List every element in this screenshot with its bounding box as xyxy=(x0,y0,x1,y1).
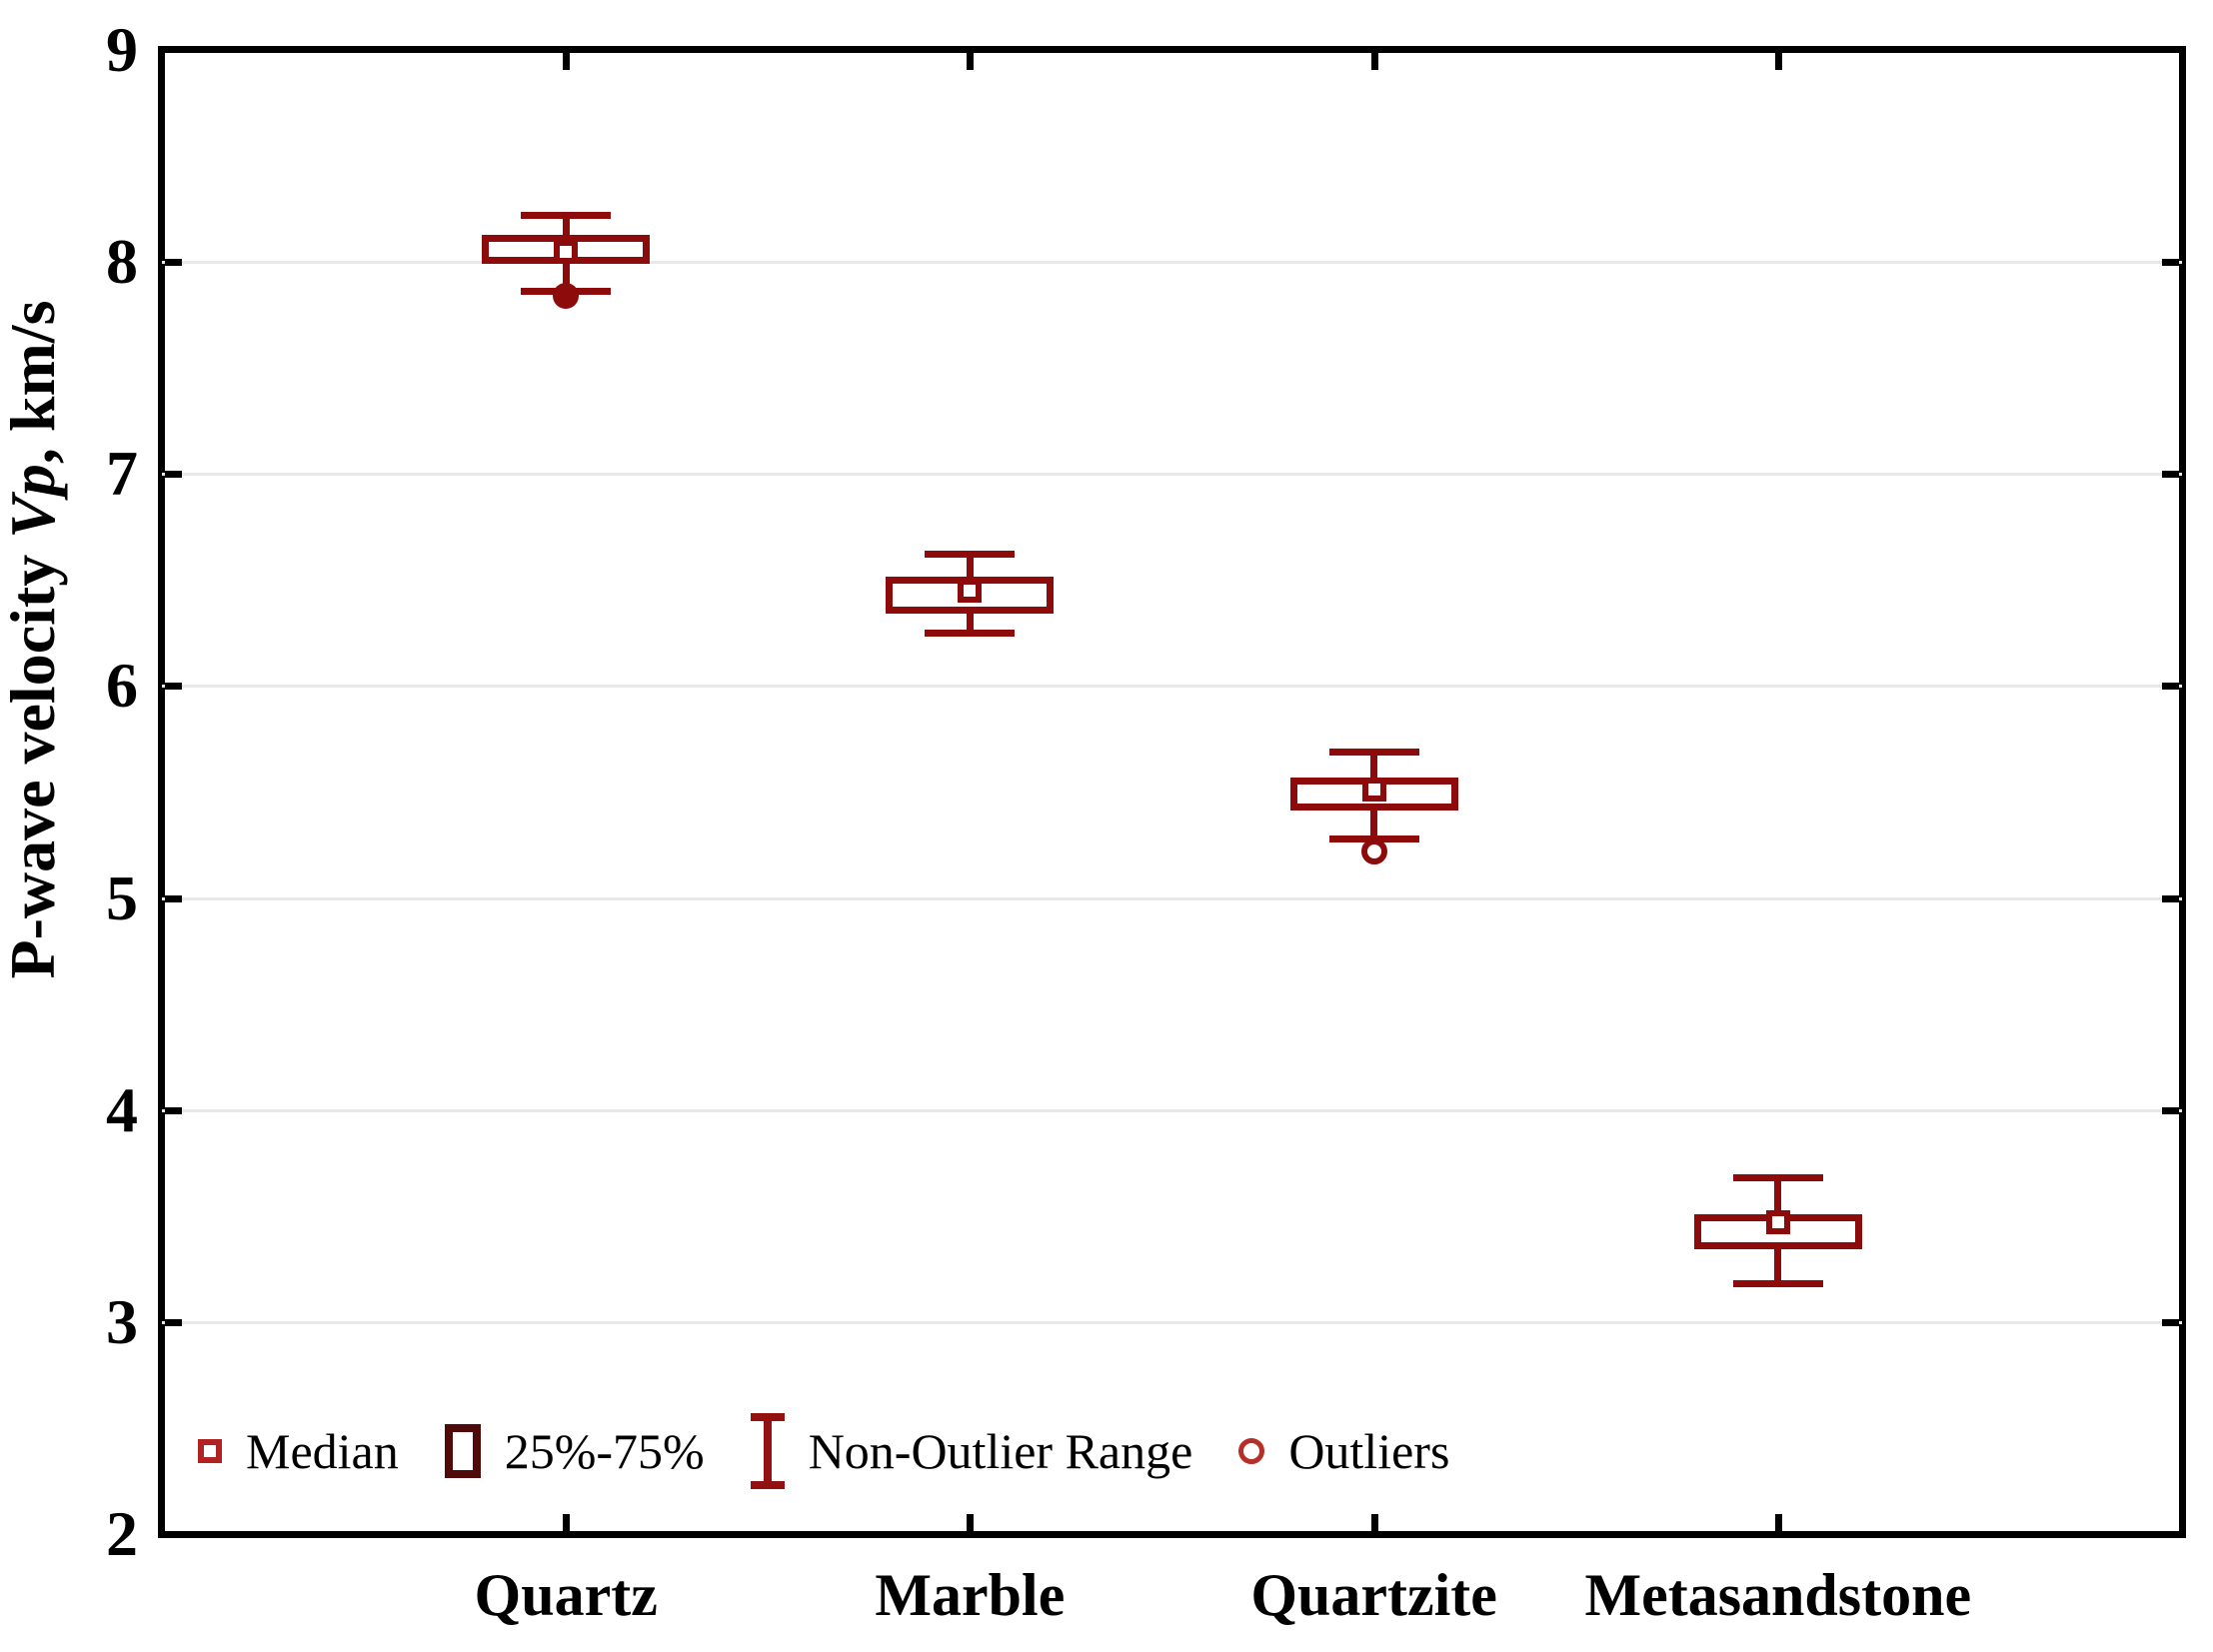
y-tick-left-7 xyxy=(165,471,182,479)
box-25-75-icon xyxy=(444,1424,481,1478)
y-tick-right-8 xyxy=(2162,259,2179,267)
legend-item-median: Median xyxy=(198,1421,399,1481)
whisker-cap-high-quartzite xyxy=(1328,748,1419,756)
x-tick-bottom-metasandstone xyxy=(1774,1514,1782,1531)
median-marker-marble xyxy=(958,578,983,603)
whisker-bottom-quartz xyxy=(562,260,570,292)
outlier-circle-icon xyxy=(1238,1438,1265,1464)
outlier-open-quartzite xyxy=(1360,837,1387,864)
legend-label-median: Median xyxy=(246,1423,399,1479)
y-tick-right-4 xyxy=(2162,1106,2179,1114)
x-tick-bottom-quartz xyxy=(563,1514,571,1531)
x-tick-top-marble xyxy=(967,53,975,70)
y-axis-title: P-wave velocity Vp, km/s xyxy=(0,175,68,1104)
legend: Median 25%-75% Non-Outlier Range Outliers xyxy=(198,1407,1449,1495)
x-tick-top-quartz xyxy=(563,53,571,70)
median-marker-quartz xyxy=(554,239,579,264)
y-tick-label-7: 7 xyxy=(106,438,138,510)
gridline-3 xyxy=(162,1320,2182,1324)
y-tick-label-6: 6 xyxy=(106,650,138,722)
legend-label-25-75-: 25%-75% xyxy=(504,1423,705,1479)
y-tick-label-3: 3 xyxy=(106,1285,138,1357)
gridline-7 xyxy=(162,473,2182,477)
y-tick-right-3 xyxy=(2162,1318,2179,1326)
whisker-cap-high-quartz xyxy=(521,211,612,219)
outlier-filled-quartz xyxy=(553,283,580,310)
whisker-cap-high-marble xyxy=(925,551,1016,559)
median-marker-quartzite xyxy=(1361,778,1386,803)
whisker-bottom-quartzite xyxy=(1370,807,1378,839)
legend-item-non-outlier-range: Non-Outlier Range xyxy=(750,1413,1193,1489)
x-tick-top-metasandstone xyxy=(1774,53,1782,70)
y-tick-label-8: 8 xyxy=(106,226,138,298)
x-tick-bottom-quartzite xyxy=(1370,1514,1378,1531)
whisker-top-quartzite xyxy=(1370,752,1378,782)
whisker-bottom-marble xyxy=(966,610,974,634)
x-tick-top-quartzite xyxy=(1370,53,1378,70)
x-label-marble: Marble xyxy=(875,1562,1066,1628)
y-tick-right-7 xyxy=(2162,471,2179,479)
x-label-metasandstone: Metasandstone xyxy=(1584,1562,1972,1628)
y-tick-left-5 xyxy=(165,894,182,902)
whisker-top-marble xyxy=(966,554,974,581)
x-label-quartzite: Quartzite xyxy=(1250,1562,1497,1628)
whisker-cap-low-metasandstone xyxy=(1732,1280,1823,1288)
y-tick-left-8 xyxy=(165,259,182,267)
y-tick-right-6 xyxy=(2162,683,2179,691)
ibeam-bottom-bar xyxy=(750,1481,785,1489)
whisker-ibeam-icon xyxy=(750,1413,785,1489)
legend-label-outliers: Outliers xyxy=(1288,1423,1450,1479)
x-label-quartz: Quartz xyxy=(474,1562,658,1628)
ibeam-stem xyxy=(763,1413,772,1489)
y-tick-label-9: 9 xyxy=(106,14,138,85)
whisker-bottom-metasandstone xyxy=(1774,1245,1782,1284)
gridline-4 xyxy=(162,1108,2182,1112)
whisker-cap-low-marble xyxy=(925,629,1016,637)
gridline-8 xyxy=(162,261,2182,265)
y-tick-left-4 xyxy=(165,1106,182,1114)
median-marker-metasandstone xyxy=(1765,1210,1790,1235)
y-tick-label-4: 4 xyxy=(106,1073,138,1145)
plot-area xyxy=(158,46,2186,1538)
legend-label-non-outlier-range: Non-Outlier Range xyxy=(808,1423,1193,1479)
gridline-5 xyxy=(162,896,2182,900)
y-tick-label-5: 5 xyxy=(106,861,138,933)
x-tick-bottom-marble xyxy=(967,1514,975,1531)
y-tick-right-5 xyxy=(2162,894,2179,902)
median-square-icon xyxy=(198,1439,222,1463)
whisker-top-metasandstone xyxy=(1774,1177,1782,1218)
legend-item-outliers: Outliers xyxy=(1238,1421,1449,1481)
y-tick-left-3 xyxy=(165,1318,182,1326)
gridline-6 xyxy=(162,685,2182,689)
legend-item-25-75-: 25%-75% xyxy=(444,1421,705,1481)
whisker-top-quartz xyxy=(562,215,570,239)
whisker-cap-high-metasandstone xyxy=(1732,1174,1823,1182)
y-tick-left-6 xyxy=(165,683,182,691)
y-tick-label-2: 2 xyxy=(106,1498,138,1569)
